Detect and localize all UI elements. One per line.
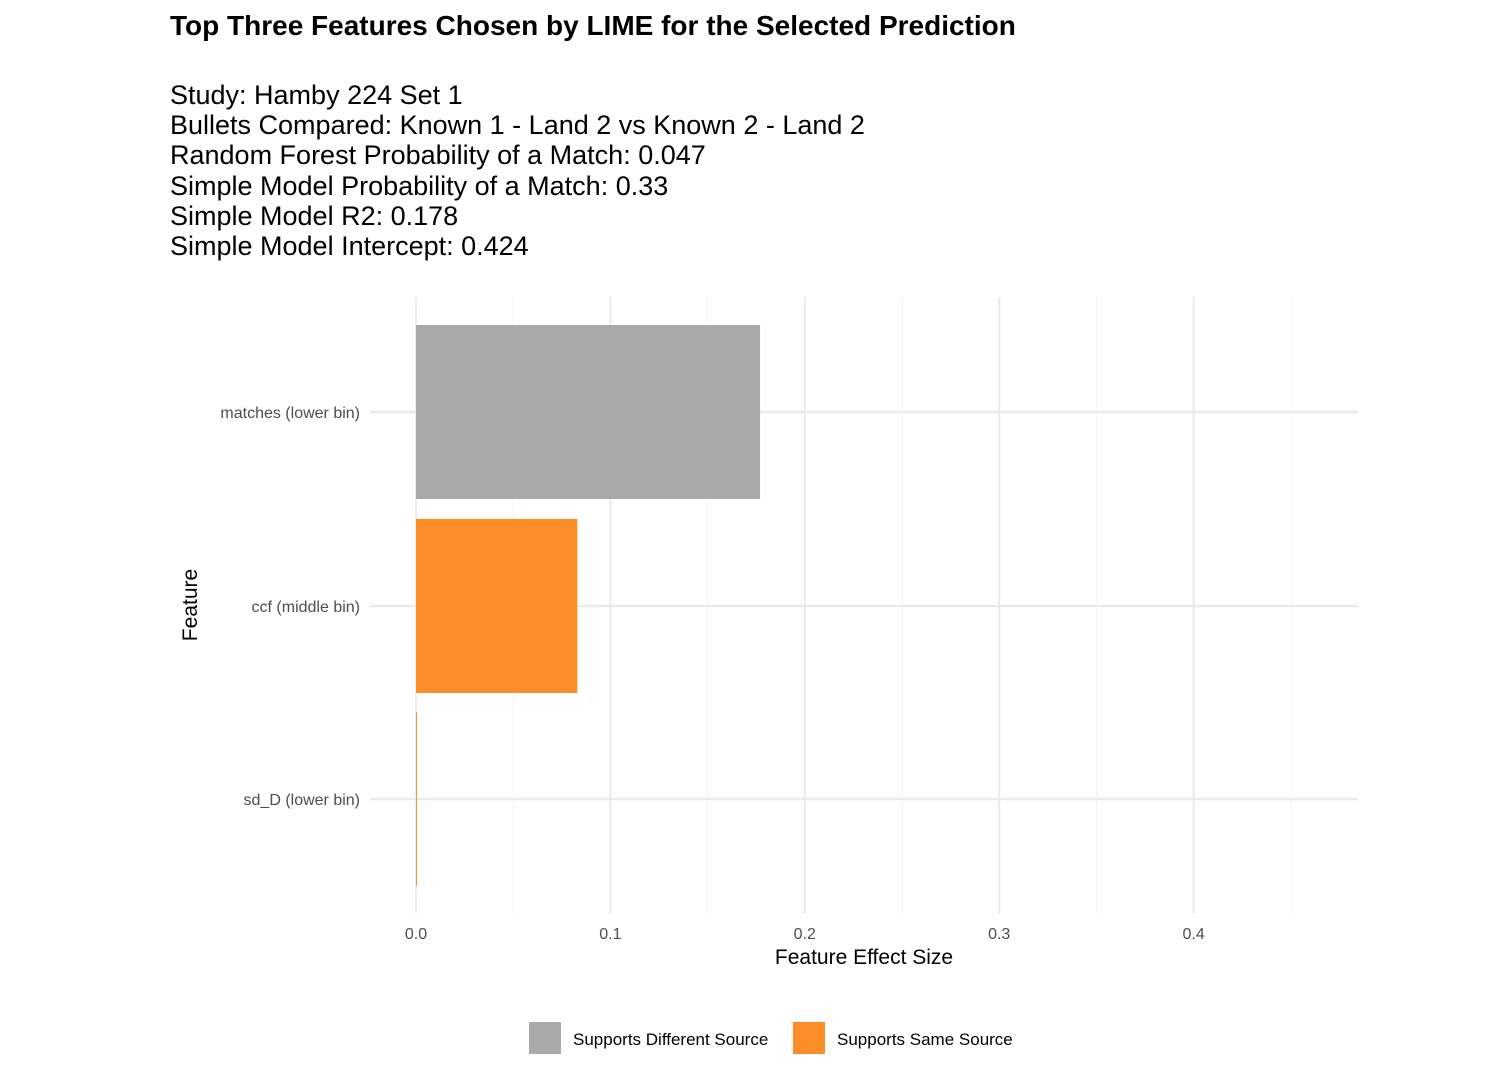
x-axis-title: Feature Effect Size [775,946,953,969]
subtitle-rf-probability: Random Forest Probability of a Match: 0.… [170,140,706,171]
y-axis-title: Feature [179,569,202,641]
subtitle-bullets-compared: Bullets Compared: Known 1 - Land 2 vs Kn… [170,110,865,141]
x-tick-label: 0.2 [794,926,816,943]
y-tick-label: ccf (middle bin) [252,599,360,616]
legend-swatch [793,1022,825,1054]
legend-label: Supports Same Source [837,1030,1013,1049]
bar-ccf [416,519,578,693]
subtitle-simple-probability: Simple Model Probability of a Match: 0.3… [170,170,669,201]
x-tick-label: 0.3 [988,926,1010,943]
y-tick-label: matches (lower bin) [220,405,360,422]
bar-sdd [416,712,417,886]
x-tick-label: 0.4 [1182,926,1204,943]
bar-matches [416,325,761,499]
legend-label: Supports Different Source [573,1030,768,1049]
y-tick-label: sd_D (lower bin) [244,792,360,809]
subtitle-study: Study: Hamby 224 Set 1 [170,80,463,110]
chart-subtitle: Study: Hamby 224 Set 1 Bullets Compared:… [170,80,865,261]
chart-title: Top Three Features Chosen by LIME for th… [170,10,1016,41]
subtitle-simple-intercept: Simple Model Intercept: 0.424 [170,231,529,262]
x-tick-label: 0.1 [599,926,621,943]
legend-swatch [529,1022,561,1054]
x-tick-label: 0.0 [405,926,427,943]
subtitle-simple-r2: Simple Model R2: 0.178 [170,200,459,231]
